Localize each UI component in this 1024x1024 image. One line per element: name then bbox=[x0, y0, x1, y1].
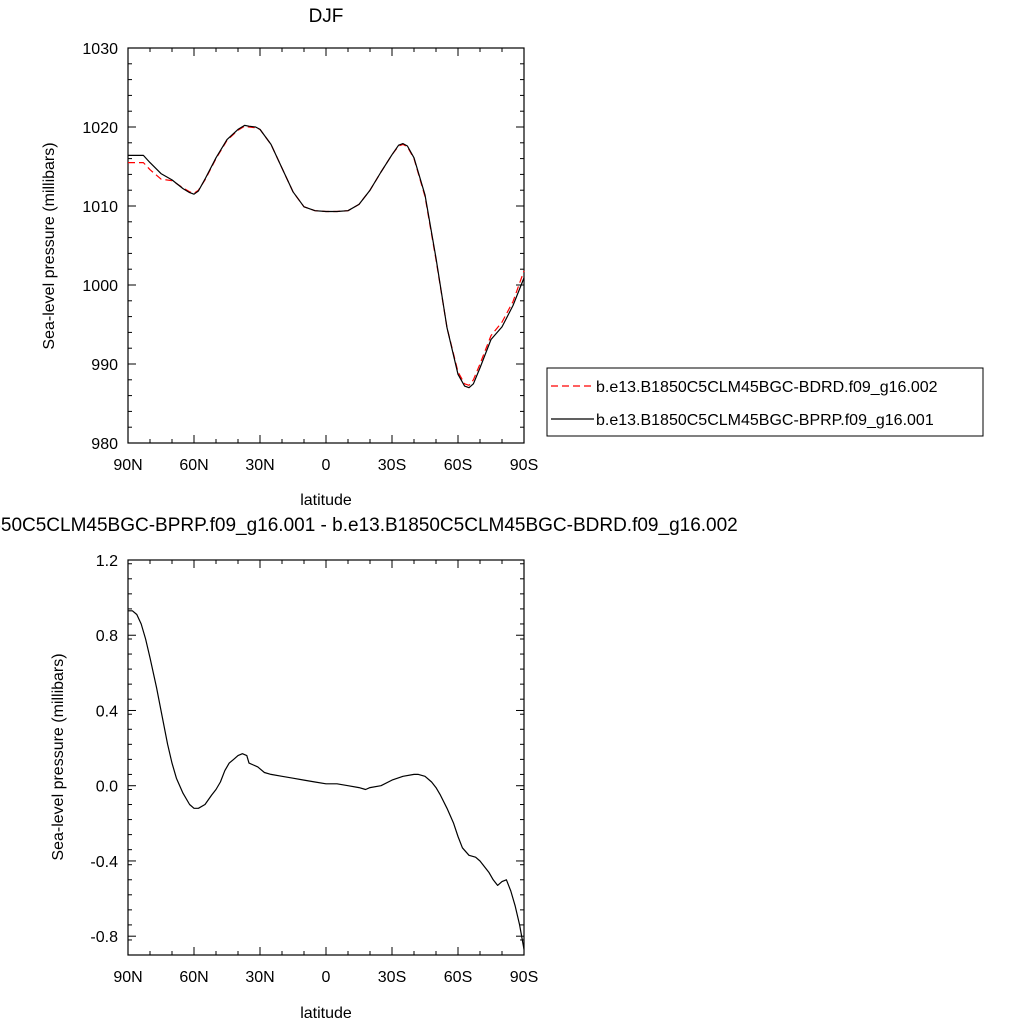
top-x-tick-label: 90S bbox=[510, 457, 538, 474]
bottom-plot-area: 90N 60N 30N 0 30S 60S 90S -0.8 -0.4 0.0 0.4 0.8 1.2 bbox=[90, 553, 538, 986]
top-series-line-0 bbox=[128, 125, 525, 386]
top-x-tick-label: 60N bbox=[179, 457, 208, 474]
bottom-y-tick-label: 0.4 bbox=[96, 703, 118, 720]
bottom-y-tick-label: 0.0 bbox=[96, 779, 118, 796]
bottom-x-tick-label: 90N bbox=[113, 969, 142, 986]
bottom-y-axis-label: Sea-level pressure (millibars) bbox=[50, 653, 67, 860]
top-y-tick-label: 980 bbox=[91, 436, 118, 453]
bottom-x-tick-label: 60N bbox=[179, 969, 208, 986]
bottom-panel: b.e13.B1850C5CLM45BGC-BPRP.f09_g16.001 -… bbox=[0, 515, 738, 1022]
top-chart-title: DJF bbox=[309, 6, 344, 27]
bottom-x-tick-label: 30N bbox=[245, 969, 274, 986]
top-x-tick-label: 60S bbox=[444, 457, 472, 474]
bottom-chart-title: b.e13.B1850C5CLM45BGC-BPRP.f09_g16.001 -… bbox=[0, 515, 738, 536]
top-legend: b.e13.B1850C5CLM45BGC-BDRD.f09_g16.002 b… bbox=[546, 367, 984, 437]
top-x-axis-label: latitude bbox=[300, 492, 352, 509]
bottom-y-tick-label: 0.8 bbox=[96, 628, 118, 645]
bottom-y-tick-label: -0.8 bbox=[90, 929, 118, 946]
bottom-y-tick-label: 1.2 bbox=[96, 553, 118, 570]
bottom-x-tick-label: 60S bbox=[444, 969, 472, 986]
bottom-x-tick-label: 0 bbox=[322, 969, 331, 986]
bottom-x-tick-label: 90S bbox=[510, 969, 538, 986]
top-y-tick-label: 1020 bbox=[82, 120, 118, 137]
bottom-x-tick-label: 30S bbox=[378, 969, 406, 986]
top-y-tick-label: 1000 bbox=[82, 278, 118, 295]
legend-label-bdrd: b.e13.B1850C5CLM45BGC-BDRD.f09_g16.002 bbox=[596, 379, 938, 396]
bottom-plot-frame bbox=[127, 559, 525, 956]
top-x-tick-label: 30S bbox=[378, 457, 406, 474]
legend-label-bprp: b.e13.B1850C5CLM45BGC-BPRP.f09_g16.001 bbox=[596, 412, 934, 429]
top-series-line-1 bbox=[128, 124, 525, 389]
top-x-tick-label: 90N bbox=[113, 457, 142, 474]
top-y-axis-label: Sea-level pressure (millibars) bbox=[41, 142, 58, 349]
bottom-x-axis-label: latitude bbox=[300, 1005, 352, 1022]
top-y-tick-label: 1030 bbox=[82, 41, 118, 58]
top-y-tick-label: 990 bbox=[91, 357, 118, 374]
bottom-series-line-0 bbox=[128, 610, 525, 950]
top-y-tick-label: 1010 bbox=[82, 199, 118, 216]
legend-box bbox=[546, 367, 984, 437]
bottom-y-tick-label: -0.4 bbox=[90, 854, 118, 871]
top-panel: DJF latitude Sea-level pressure (milliba… bbox=[41, 6, 538, 509]
top-x-tick-label: 0 bbox=[322, 457, 331, 474]
top-x-tick-label: 30N bbox=[245, 457, 274, 474]
top-plot-area: 90N 60N 30N 0 30S 60S 90S 980 990 1000 1010 1020 103… bbox=[82, 41, 538, 474]
